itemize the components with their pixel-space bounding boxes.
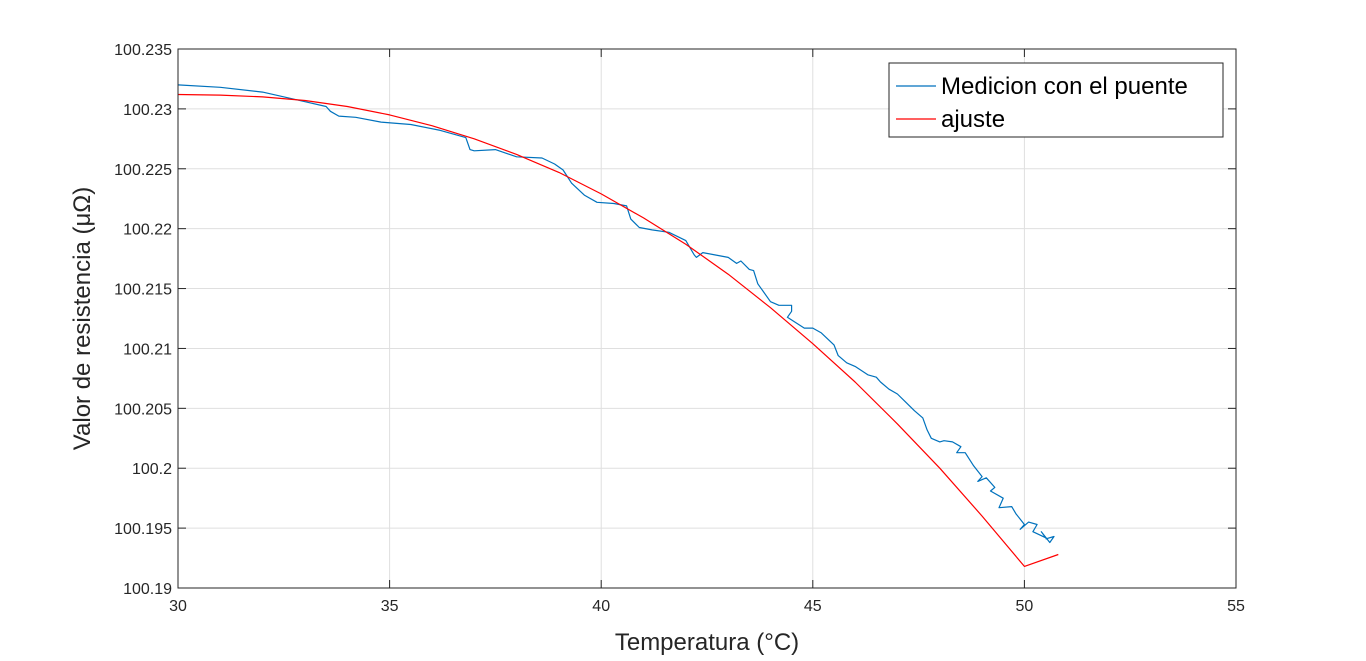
legend-label-medicion: Medicion con el puente xyxy=(941,73,1188,100)
series-line-medicion xyxy=(177,84,1055,544)
y-axis-title: Valor de resistencia (μΩ) xyxy=(69,187,96,450)
x-tick-label: 45 xyxy=(804,598,822,615)
y-tick-label: 100.235 xyxy=(114,42,172,59)
x-tick-label: 50 xyxy=(1016,598,1034,615)
x-tick-label: 30 xyxy=(169,598,187,615)
y-tick-label: 100.205 xyxy=(114,401,172,418)
legend-label-ajuste: ajuste xyxy=(941,106,1005,133)
y-tick-label: 100.215 xyxy=(114,282,172,299)
axes-box xyxy=(177,48,1237,589)
legend: Medicion con el puente ajuste xyxy=(888,62,1224,138)
y-tick-label: 100.21 xyxy=(123,341,172,358)
y-tick-label: 100.23 xyxy=(123,102,172,119)
y-tick-label: 100.225 xyxy=(114,162,172,179)
y-ticks: 100.19 100.195 100.2 100.205 100.21 100.215 10… xyxy=(114,42,1236,598)
x-tick-label: 55 xyxy=(1227,598,1245,615)
y-tick-label: 100.2 xyxy=(132,461,172,478)
y-tick-label: 100.195 xyxy=(114,521,172,538)
y-tick-label: 100.19 xyxy=(123,581,172,598)
y-tick-label: 100.22 xyxy=(123,222,172,239)
x-tick-label: 40 xyxy=(592,598,610,615)
series-line-ajuste xyxy=(177,93,1059,568)
series-group xyxy=(177,84,1059,568)
x-tick-label: 35 xyxy=(381,598,399,615)
x-ticks: 30 35 40 45 50 55 xyxy=(169,49,1245,615)
legend-box xyxy=(888,62,1224,138)
x-axis-title: Temperatura (°C) xyxy=(615,629,799,656)
